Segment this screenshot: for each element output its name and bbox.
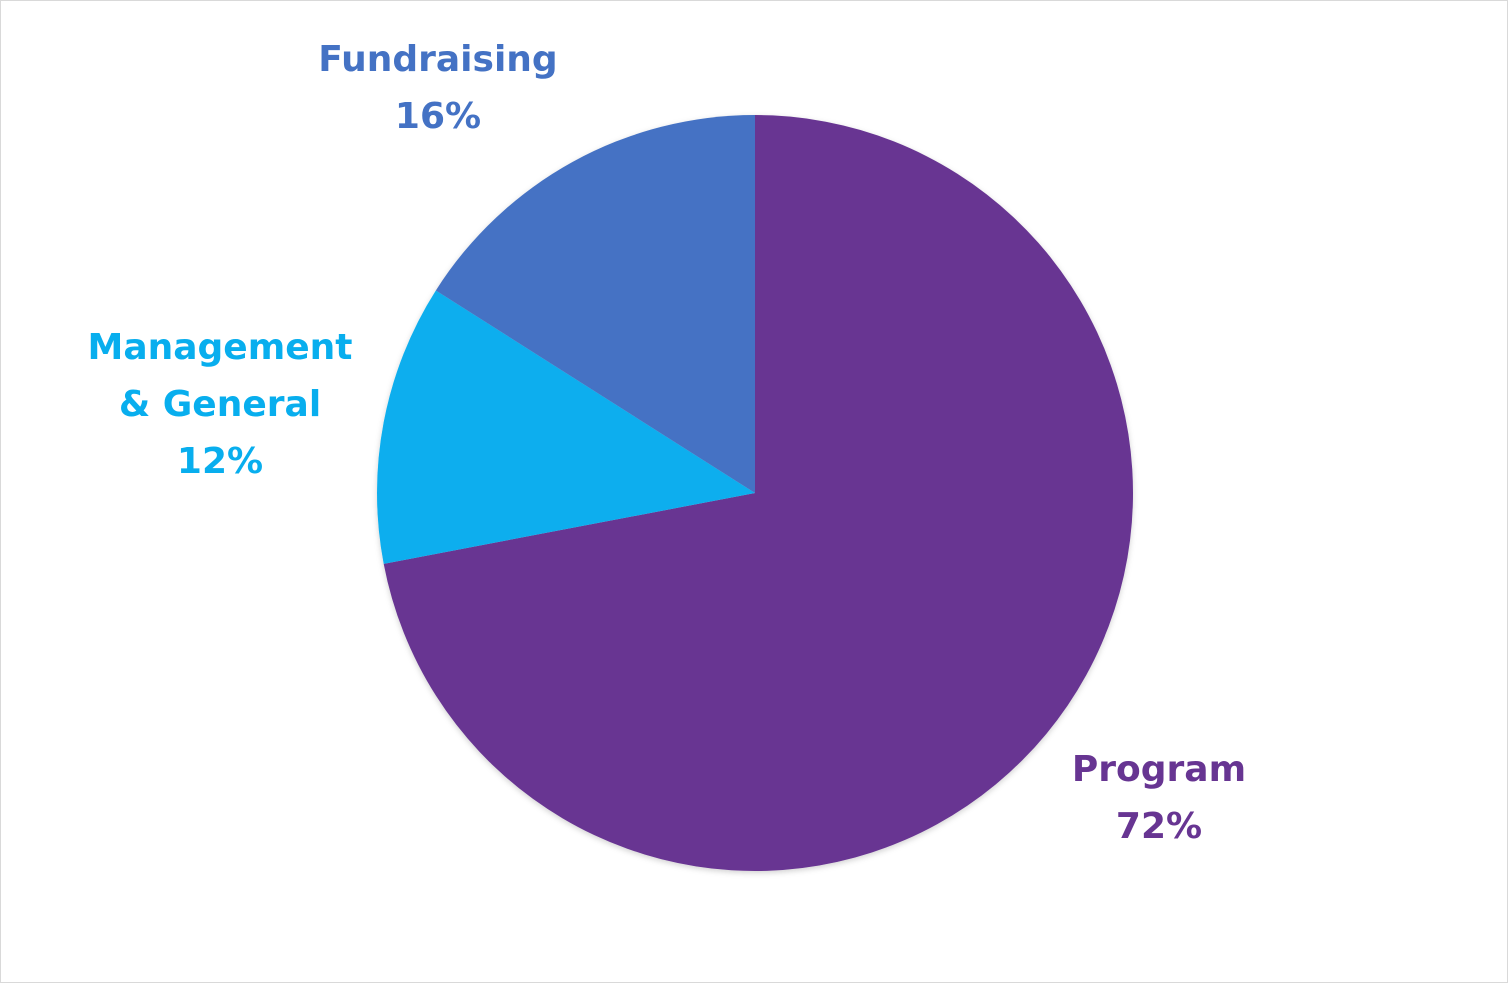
slice-label-program-value: 72% xyxy=(1115,806,1203,847)
slice-label-management: Management & General 12% xyxy=(88,319,353,490)
slice-label-fundraising: Fundraising 16% xyxy=(318,31,557,145)
slice-label-program-name: Program xyxy=(1071,749,1247,790)
slice-label-fundraising-name: Fundraising xyxy=(318,39,558,80)
slice-label-management-value: 12% xyxy=(176,441,264,482)
slice-label-management-name-line1: Management xyxy=(87,327,353,368)
slice-label-fundraising-value: 16% xyxy=(394,96,482,137)
pie-slice-program xyxy=(383,115,1134,871)
slice-label-program: Program 72% xyxy=(1072,741,1246,855)
pie-slice-fundraising xyxy=(435,115,755,493)
pie-slice-management-general xyxy=(377,290,755,564)
slice-label-management-name-line2: & General xyxy=(118,384,322,425)
